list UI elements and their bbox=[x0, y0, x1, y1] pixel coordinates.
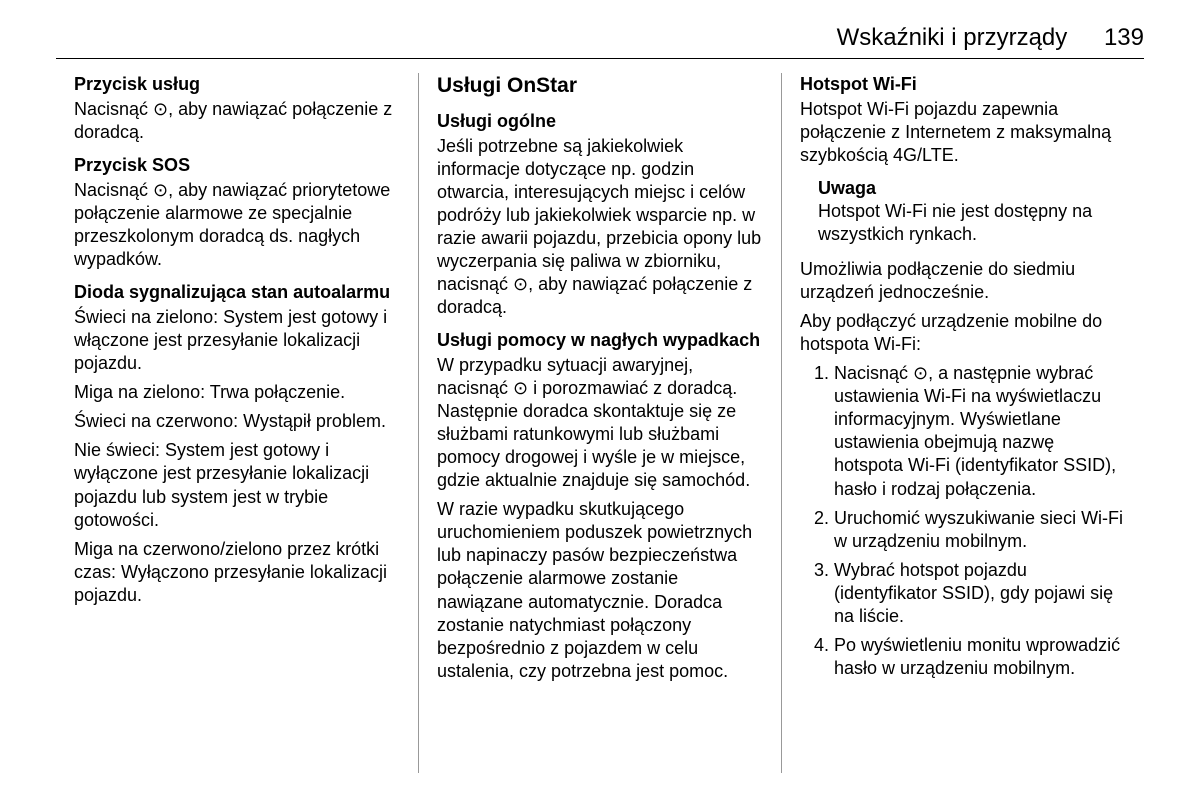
paragraph: W przypadku sytuacji awaryjnej, nacisnąć… bbox=[437, 354, 763, 492]
heading-wifi-hotspot: Hotspot Wi-Fi bbox=[800, 73, 1126, 96]
list-item: Po wyświetleniu monitu wprowadzić hasło … bbox=[834, 634, 1126, 680]
section-title-onstar: Usługi OnStar bbox=[437, 73, 763, 100]
heading-alarm-led: Dioda sygnalizująca stan autoalarmu bbox=[74, 281, 400, 304]
paragraph: Świeci na czerwono: Wystąpił problem. bbox=[74, 410, 400, 433]
content-columns: Przycisk usług Nacisnąć ⊙, aby nawiązać … bbox=[56, 73, 1144, 773]
column-3: Hotspot Wi-Fi Hotspot Wi-Fi pojazdu zape… bbox=[781, 73, 1144, 773]
paragraph: Nie świeci: System jest gotowy i wyłączo… bbox=[74, 439, 400, 531]
page-number: 139 bbox=[1104, 24, 1144, 51]
paragraph: Jeśli potrzebne są jakiekolwiek informac… bbox=[437, 135, 763, 319]
heading-sos-button: Przycisk SOS bbox=[74, 154, 400, 177]
column-1: Przycisk usług Nacisnąć ⊙, aby nawiązać … bbox=[56, 73, 418, 773]
list-item: Wybrać hotspot pojazdu (identyfikator SS… bbox=[834, 559, 1126, 628]
list-item: Uruchomić wyszukiwanie sieci Wi-Fi w urz… bbox=[834, 507, 1126, 553]
paragraph: Hotspot Wi-Fi pojazdu zapewnia połączeni… bbox=[800, 98, 1126, 167]
note-title: Uwaga bbox=[818, 177, 1116, 200]
paragraph: W razie wypadku skutkującego uruchomieni… bbox=[437, 498, 763, 682]
paragraph: Miga na czerwono/zielono przez krótki cz… bbox=[74, 538, 400, 607]
manual-page: Wskaźniki i przyrządy 139 Przycisk usług… bbox=[0, 0, 1200, 802]
column-2: Usługi OnStar Usługi ogólne Jeśli potrze… bbox=[418, 73, 781, 773]
heading-services-button: Przycisk usług bbox=[74, 73, 400, 96]
note-text: Hotspot Wi-Fi nie jest dostępny na wszys… bbox=[818, 200, 1116, 246]
paragraph: Miga na zielono: Trwa połączenie. bbox=[74, 381, 400, 404]
paragraph: Aby podłączyć urządzenie mobilne do hots… bbox=[800, 310, 1126, 356]
paragraph: Nacisnąć ⊙, aby nawiązać połączenie z do… bbox=[74, 98, 400, 144]
paragraph: Nacisnąć ⊙, aby nawiązać priorytetowe po… bbox=[74, 179, 400, 271]
note-box: Uwaga Hotspot Wi-Fi nie jest dostępny na… bbox=[800, 173, 1126, 250]
paragraph: Świeci na zielono: System jest gotowy i … bbox=[74, 306, 400, 375]
list-item: Nacisnąć ⊙, a następnie wybrać ustawieni… bbox=[834, 362, 1126, 500]
paragraph: Umożliwia podłączenie do siedmiu urządze… bbox=[800, 258, 1126, 304]
wifi-steps-list: Nacisnąć ⊙, a następnie wybrać ustawieni… bbox=[800, 362, 1126, 679]
page-header: Wskaźniki i przyrządy 139 bbox=[56, 24, 1144, 59]
header-title: Wskaźniki i przyrządy bbox=[837, 24, 1068, 51]
heading-general-services: Usługi ogólne bbox=[437, 110, 763, 133]
heading-emergency-services: Usługi pomocy w nagłych wypadkach bbox=[437, 329, 763, 352]
